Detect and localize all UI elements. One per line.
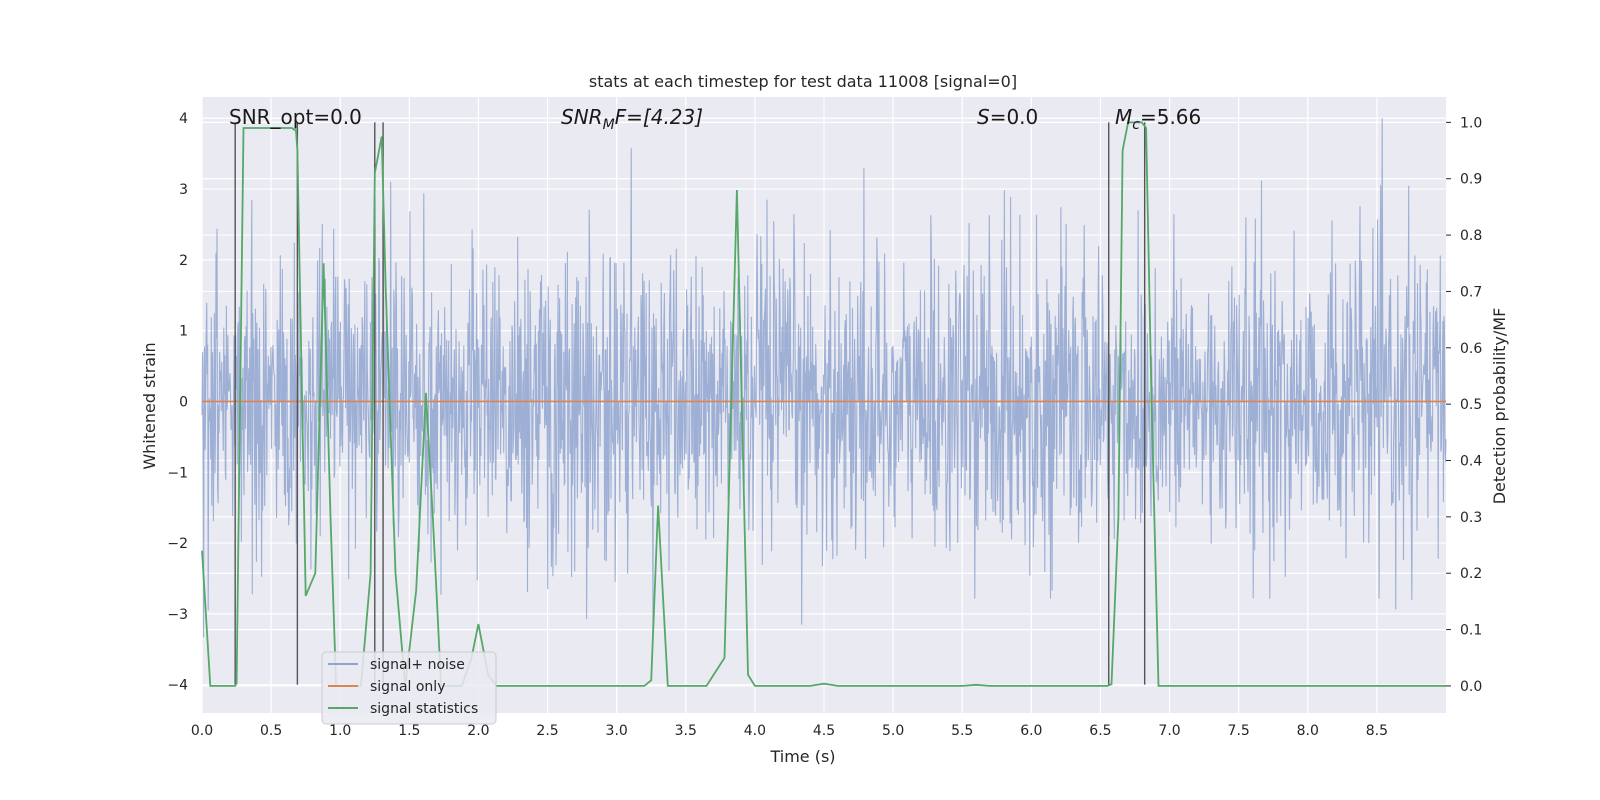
y-right-axis-label: Detection probability/MF bbox=[1490, 308, 1509, 505]
y-right-tick-label: 0.9 bbox=[1460, 172, 1482, 188]
x-tick-label: 2.0 bbox=[467, 723, 489, 739]
signal-noise-line bbox=[201, 118, 1447, 638]
y-right-tick-label: 0.4 bbox=[1460, 454, 1482, 470]
legend: signal+ noise signal only signal statist… bbox=[321, 651, 497, 725]
annotation-mc-sub: c bbox=[1132, 117, 1140, 133]
x-tick-label: 6.5 bbox=[1089, 723, 1111, 739]
x-tick-label: 0.5 bbox=[260, 723, 282, 739]
signal-statistics-line bbox=[201, 121, 1446, 687]
legend-box bbox=[321, 651, 497, 725]
y-right-tick-label: 0.6 bbox=[1460, 341, 1482, 357]
x-tick-label: 1.0 bbox=[329, 723, 351, 739]
y-left-axis-ticks: 4 3 2 1 0 −1 −2 −3 −4 bbox=[167, 111, 188, 693]
x-tick-label: 8.0 bbox=[1297, 723, 1319, 739]
x-axis-ticks: 0.0 0.5 1.0 1.5 2.0 2.5 3.0 3.5 4.0 4.5 5.0 5.5 6.0 6… bbox=[191, 723, 1388, 739]
annotation-mc-main: M bbox=[1115, 105, 1132, 129]
x-tick-label: 5.5 bbox=[951, 723, 973, 739]
series-signal-statistics bbox=[201, 121, 1446, 687]
y-left-tick-label: 1 bbox=[179, 324, 188, 340]
legend-label-signal-only: signal only bbox=[370, 679, 445, 695]
annotation-s-rest: =0.0 bbox=[990, 105, 1039, 129]
annotation-s-main: S bbox=[977, 105, 990, 129]
y-left-tick-label: −1 bbox=[167, 465, 188, 481]
y-left-tick-label: 0 bbox=[179, 394, 188, 410]
annotation-snr-mf-rest: F=[4.23] bbox=[615, 105, 703, 129]
x-tick-label: 3.5 bbox=[675, 723, 697, 739]
annotation-snr-mf: SNRMF=[4.23] bbox=[561, 105, 703, 133]
x-tick-label: 7.0 bbox=[1158, 723, 1180, 739]
x-tick-label: 7.5 bbox=[1228, 723, 1250, 739]
x-tick-label: 1.5 bbox=[398, 723, 420, 739]
legend-label-signal-statistics: signal statistics bbox=[370, 701, 478, 717]
y-right-tick-label: 0.1 bbox=[1460, 623, 1482, 639]
x-tick-label: 2.5 bbox=[536, 723, 558, 739]
y-left-tick-label: 4 bbox=[179, 111, 188, 127]
annotation-s: S=0.0 bbox=[977, 105, 1038, 129]
x-tick-label: 0.0 bbox=[191, 723, 213, 739]
y-left-tick-label: −3 bbox=[167, 607, 188, 623]
x-tick-label: 6.0 bbox=[1020, 723, 1042, 739]
y-left-tick-label: 3 bbox=[179, 182, 188, 198]
annotation-snr-mf-sub: M bbox=[603, 117, 615, 133]
x-tick-label: 4.5 bbox=[813, 723, 835, 739]
y-left-tick-label: 2 bbox=[179, 253, 188, 269]
y-right-tick-label: 0.2 bbox=[1460, 566, 1482, 582]
annotation-mc-rest: =5.66 bbox=[1140, 105, 1201, 129]
chart-title: stats at each timestep for test data 110… bbox=[589, 72, 1017, 91]
x-axis-label: Time (s) bbox=[769, 747, 835, 766]
y-left-tick-label: −2 bbox=[167, 536, 188, 552]
series-signal-noise bbox=[201, 118, 1447, 638]
y-right-tick-label: 0.8 bbox=[1460, 228, 1482, 244]
y-right-tick-label: 1.0 bbox=[1460, 115, 1482, 131]
x-tick-label: 8.5 bbox=[1366, 723, 1388, 739]
y-right-tick-label: 0.5 bbox=[1460, 397, 1482, 413]
x-tick-label: 5.0 bbox=[882, 723, 904, 739]
y-right-tick-label: 0.3 bbox=[1460, 510, 1482, 526]
y-right-tick-label: 0.7 bbox=[1460, 284, 1482, 300]
annotation-snr-mf-main: SNR bbox=[561, 105, 603, 129]
x-tick-label: 4.0 bbox=[744, 723, 766, 739]
y-left-axis-label: Whitened strain bbox=[140, 342, 159, 469]
x-tick-label: 3.0 bbox=[606, 723, 628, 739]
legend-label-signal-noise: signal+ noise bbox=[370, 657, 465, 673]
annotation-snr-opt: SNR_opt=0.0 bbox=[229, 105, 362, 129]
y-right-axis-ticks: 1.0 0.9 0.8 0.7 0.6 0.5 0.4 0.3 0.2 0.1 0.0 bbox=[1446, 115, 1482, 695]
y-right-tick-label: 0.0 bbox=[1460, 679, 1482, 695]
annotation-mc: Mc=5.66 bbox=[1115, 105, 1201, 133]
y-left-tick-label: −4 bbox=[167, 678, 188, 694]
